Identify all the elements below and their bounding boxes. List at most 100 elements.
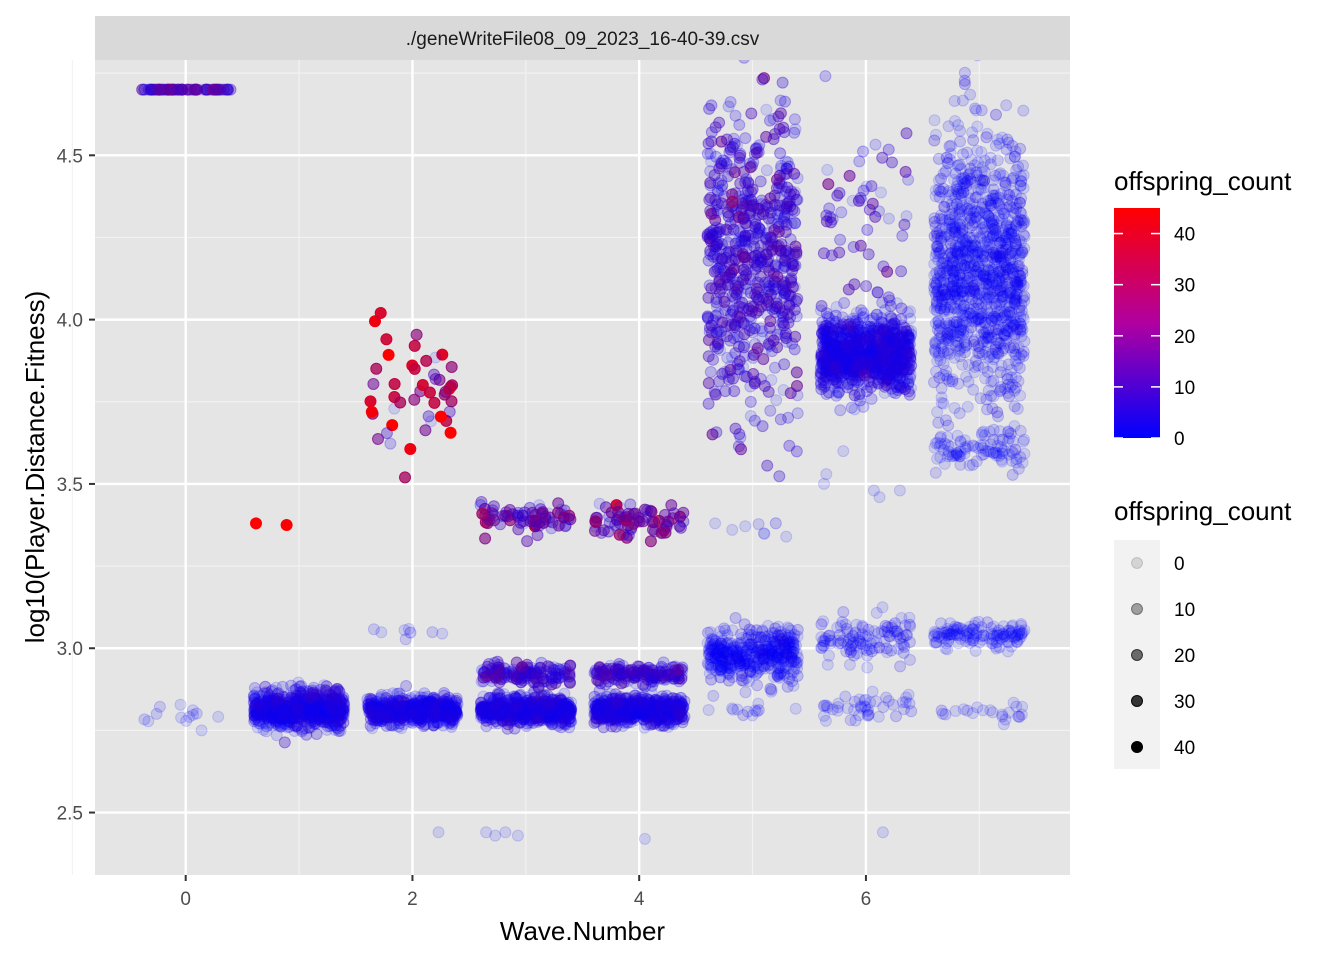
data-point — [783, 439, 796, 452]
data-point — [275, 698, 288, 711]
data-point — [307, 711, 320, 724]
data-point — [267, 702, 280, 715]
data-point — [291, 719, 303, 732]
data-point — [335, 695, 348, 708]
data-point — [290, 706, 303, 719]
data-point — [279, 717, 291, 730]
data-point — [329, 702, 342, 715]
data-point — [724, 141, 737, 153]
data-point — [765, 683, 778, 696]
data-point — [436, 627, 449, 640]
data-point — [323, 701, 335, 714]
data-point — [329, 704, 342, 717]
data-point — [315, 700, 328, 713]
data-point — [259, 696, 272, 709]
data-point — [150, 707, 163, 720]
data-point — [273, 697, 286, 710]
data-point — [763, 321, 776, 334]
data-point — [313, 711, 326, 724]
data-point — [790, 366, 803, 379]
data-point — [165, 83, 178, 96]
data-point — [300, 728, 313, 741]
data-point — [480, 720, 493, 733]
data-point — [258, 707, 271, 720]
data-point — [740, 187, 752, 200]
data-point — [375, 626, 388, 639]
data-point — [183, 710, 196, 723]
data-point — [738, 235, 751, 247]
data-point — [276, 701, 289, 714]
data-points — [136, 26, 1031, 845]
data-point — [444, 426, 457, 439]
data-point — [757, 353, 770, 366]
data-point — [326, 695, 339, 708]
data-point — [394, 396, 407, 409]
data-point — [330, 696, 343, 709]
data-point — [336, 707, 349, 720]
data-point — [388, 378, 401, 390]
data-point — [190, 707, 203, 720]
data-point — [546, 717, 559, 730]
data-point — [724, 96, 737, 108]
panel-background — [95, 60, 1070, 875]
data-point — [725, 254, 738, 267]
data-point — [313, 689, 326, 702]
data-point — [774, 147, 787, 160]
data-point — [311, 706, 324, 719]
data-point — [365, 405, 378, 418]
data-point — [762, 253, 775, 266]
data-point — [285, 716, 298, 729]
data-point — [703, 102, 716, 115]
data-point — [337, 694, 350, 706]
data-point — [744, 380, 757, 393]
data-point — [739, 520, 752, 533]
data-point — [249, 699, 261, 712]
data-point — [305, 704, 317, 717]
data-point — [314, 707, 327, 720]
data-point — [759, 276, 772, 289]
data-point — [260, 702, 273, 715]
data-point — [785, 624, 797, 637]
data-point — [756, 420, 769, 433]
data-point — [334, 724, 347, 737]
data-point — [506, 671, 519, 683]
data-point — [744, 395, 757, 408]
data-point — [270, 707, 283, 719]
data-point — [265, 685, 278, 698]
data-point — [290, 708, 303, 721]
data-point — [780, 662, 792, 675]
data-point — [702, 377, 715, 390]
data-point — [332, 709, 345, 721]
data-point — [476, 507, 489, 520]
data-point — [728, 166, 741, 179]
data-point — [768, 189, 781, 202]
data-point — [782, 411, 795, 424]
data-point — [408, 393, 421, 406]
data-point — [641, 504, 654, 517]
data-point — [310, 696, 323, 709]
data-point — [711, 336, 724, 348]
data-point — [742, 176, 755, 189]
data-point — [299, 722, 312, 735]
data-point — [288, 705, 301, 718]
data-point — [292, 711, 305, 724]
data-point — [769, 517, 782, 530]
data-point — [718, 154, 731, 167]
data-point — [296, 711, 309, 724]
data-point — [316, 698, 329, 711]
data-point — [180, 714, 193, 727]
data-point — [642, 661, 655, 674]
data-point — [249, 701, 262, 714]
data-point — [713, 116, 726, 129]
data-point — [331, 683, 343, 695]
data-point — [265, 694, 278, 707]
data-point — [382, 348, 395, 361]
data-point — [211, 83, 223, 96]
data-point — [751, 679, 764, 692]
data-point — [309, 717, 322, 730]
data-point — [263, 699, 276, 712]
data-point — [602, 525, 615, 538]
data-point — [853, 390, 865, 403]
data-point — [315, 705, 328, 718]
data-point — [737, 709, 750, 722]
